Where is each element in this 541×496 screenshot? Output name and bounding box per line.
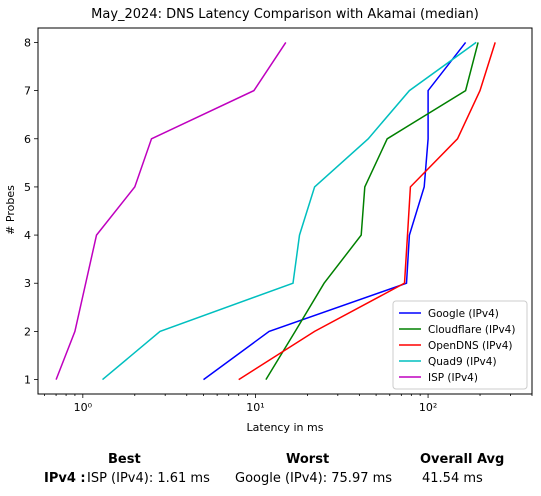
worst-value: Google (IPv4): 75.97 ms <box>235 471 392 486</box>
y-tick-label: 3 <box>24 277 31 290</box>
overall-avg-value: 41.54 ms <box>422 471 483 486</box>
y-tick-label: 1 <box>24 374 31 387</box>
x-axis: 10⁰ 10¹ 10² <box>45 394 532 414</box>
y-tick-label: 7 <box>24 85 31 98</box>
ipv4-row-label: IPv4 : <box>44 471 86 486</box>
x-tick-label: 10² <box>419 401 437 414</box>
overall-avg-header: Overall Avg <box>420 452 504 467</box>
y-tick-label: 8 <box>24 36 31 49</box>
y-tick-label: 4 <box>24 229 31 242</box>
legend-label-1: Cloudflare (IPv4) <box>428 324 515 336</box>
legend-label-3: Quad9 (IPv4) <box>428 356 497 368</box>
worst-header: Worst <box>286 452 329 467</box>
x-tick-label: 10¹ <box>246 401 264 414</box>
legend: Google (IPv4) Cloudflare (IPv4) OpenDNS (I… <box>393 301 527 389</box>
y-tick-label: 5 <box>24 181 31 194</box>
x-axis-label: Latency in ms <box>247 421 324 434</box>
best-value: ISP (IPv4): 1.61 ms <box>87 471 210 486</box>
y-axis-label: # Probes <box>4 185 17 235</box>
chart: May_2024: DNS Latency Comparison with Ak… <box>0 0 541 440</box>
y-axis: 1 2 3 4 5 6 7 8 <box>24 36 38 386</box>
y-tick-label: 2 <box>24 325 31 338</box>
x-tick-label: 10⁰ <box>74 401 93 414</box>
chart-svg: May_2024: DNS Latency Comparison with Ak… <box>0 0 541 440</box>
series-line-4 <box>56 42 286 379</box>
chart-title: May_2024: DNS Latency Comparison with Ak… <box>91 7 479 22</box>
summary-panel: Best Worst Overall Avg IPv4 : ISP (IPv4)… <box>0 448 541 496</box>
y-tick-label: 6 <box>24 133 31 146</box>
legend-label-2: OpenDNS (IPv4) <box>428 340 513 352</box>
legend-label-4: ISP (IPv4) <box>428 372 478 384</box>
legend-label-0: Google (IPv4) <box>428 308 499 320</box>
best-header: Best <box>108 452 141 467</box>
